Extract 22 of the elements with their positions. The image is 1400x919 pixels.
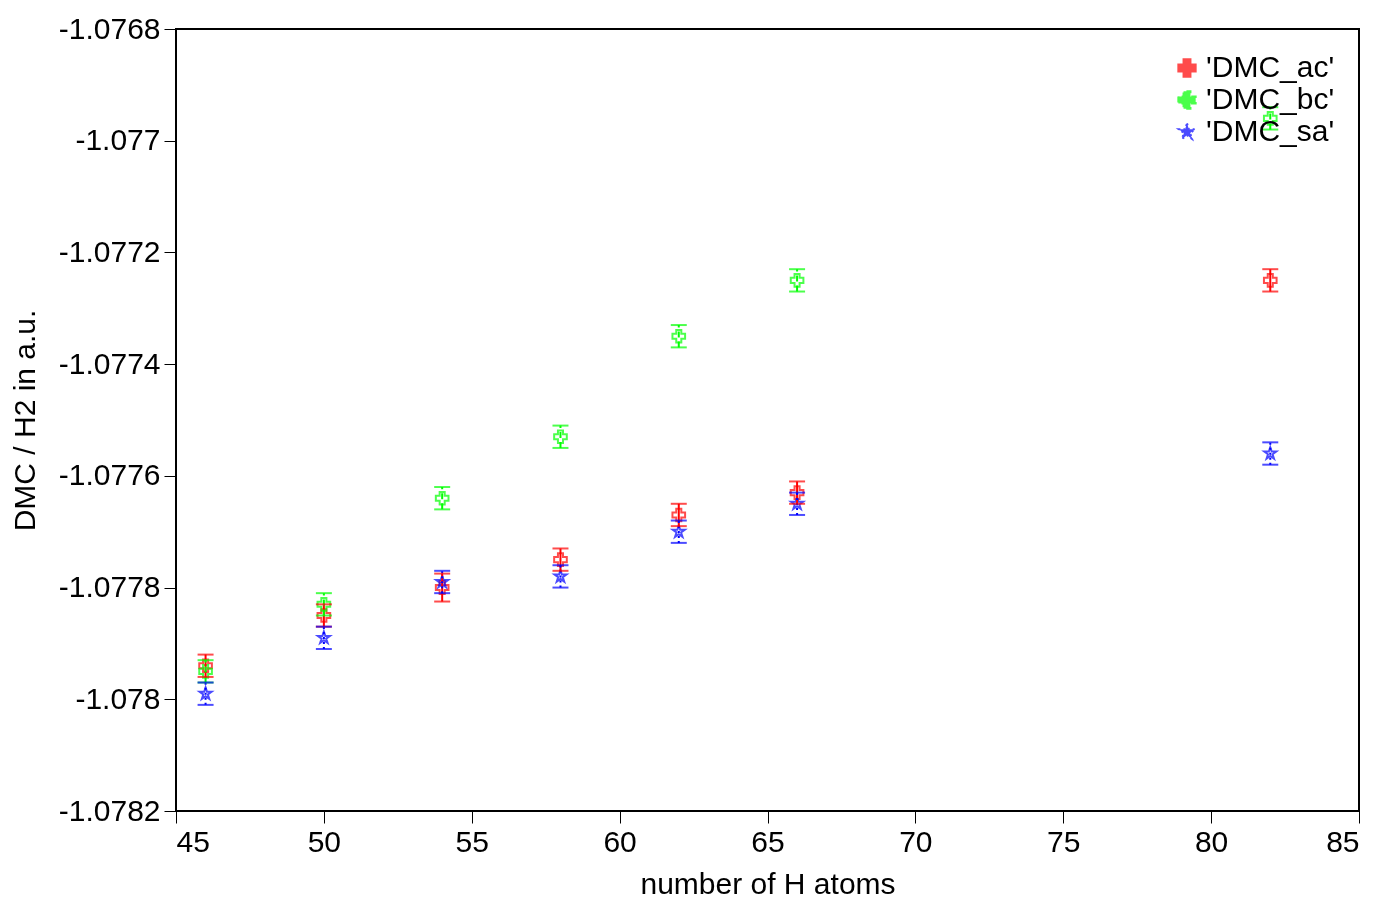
y-tick-label: -1.0782	[58, 793, 161, 827]
x-tick-label: 65	[751, 824, 785, 858]
legend-label: 'DMC_sa'	[1206, 114, 1335, 147]
legend-label: 'DMC_bc'	[1206, 82, 1335, 115]
y-axis-title: DMC / H2 in a.u.	[7, 309, 41, 532]
y-tick-label: -1.0768	[58, 11, 161, 45]
x-axis-title: number of H atoms	[640, 866, 896, 900]
x-tick-label: 75	[1047, 824, 1081, 858]
x-tick-label: 45	[176, 824, 210, 858]
x-tick-label: 70	[899, 824, 933, 858]
y-tick-label: -1.0778	[58, 570, 161, 604]
y-tick-label: -1.0772	[58, 234, 161, 268]
legend-label: 'DMC_ac'	[1206, 50, 1335, 83]
y-tick-label: -1.078	[75, 681, 161, 715]
x-tick-label: 50	[307, 824, 342, 858]
x-tick-label: 60	[603, 824, 637, 858]
x-tick-label: 85	[1326, 824, 1360, 858]
x-tick-label: 80	[1194, 824, 1229, 858]
y-tick-label: -1.0774	[58, 346, 161, 380]
x-tick-label: 55	[455, 824, 489, 858]
y-tick-label: -1.077	[75, 123, 161, 157]
y-tick-label: -1.0776	[58, 458, 161, 492]
